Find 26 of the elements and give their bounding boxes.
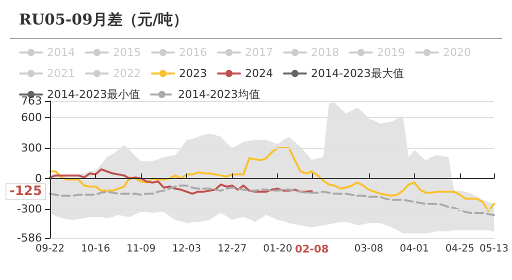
legend-label: 2023 [178,67,207,80]
y-tick-label: 600 [21,111,42,124]
x-tick-label: 11-09 [126,244,156,254]
line-series [49,168,313,195]
x-tick-label: 09-22 [35,244,65,254]
x-tick-label: 05-13 [479,244,509,254]
x-tick-label: 12-27 [218,244,247,254]
y-tick-label: -300 [17,202,42,216]
line-series [49,184,495,216]
chart-title: RU05-09月差（元/吨） [19,10,188,28]
legend-label: 2014-2023最小值 [47,88,140,101]
x-tick-label: 04-01 [400,244,429,254]
x-tick-label: 02-08 [295,244,329,256]
legend-label: 2014-2023最大值 [310,67,404,80]
legend-label: 2024 [244,67,273,80]
x-tick-label: 01-20 [263,244,292,254]
x-tick-label: 04-25 [445,244,474,254]
legend-label: 2014-2023均值 [178,88,260,101]
y-tick-label: 0 [35,172,42,185]
text: -125 [9,184,42,200]
y-tick-label: 763 [21,94,42,108]
x-tick-label: 03-08 [354,244,384,254]
y-tick-label: 300 [21,142,42,155]
x-tick-label: 10-16 [81,244,110,254]
y-tick-label: -586 [17,232,42,244]
x-tick-label: 12-03 [172,244,202,254]
